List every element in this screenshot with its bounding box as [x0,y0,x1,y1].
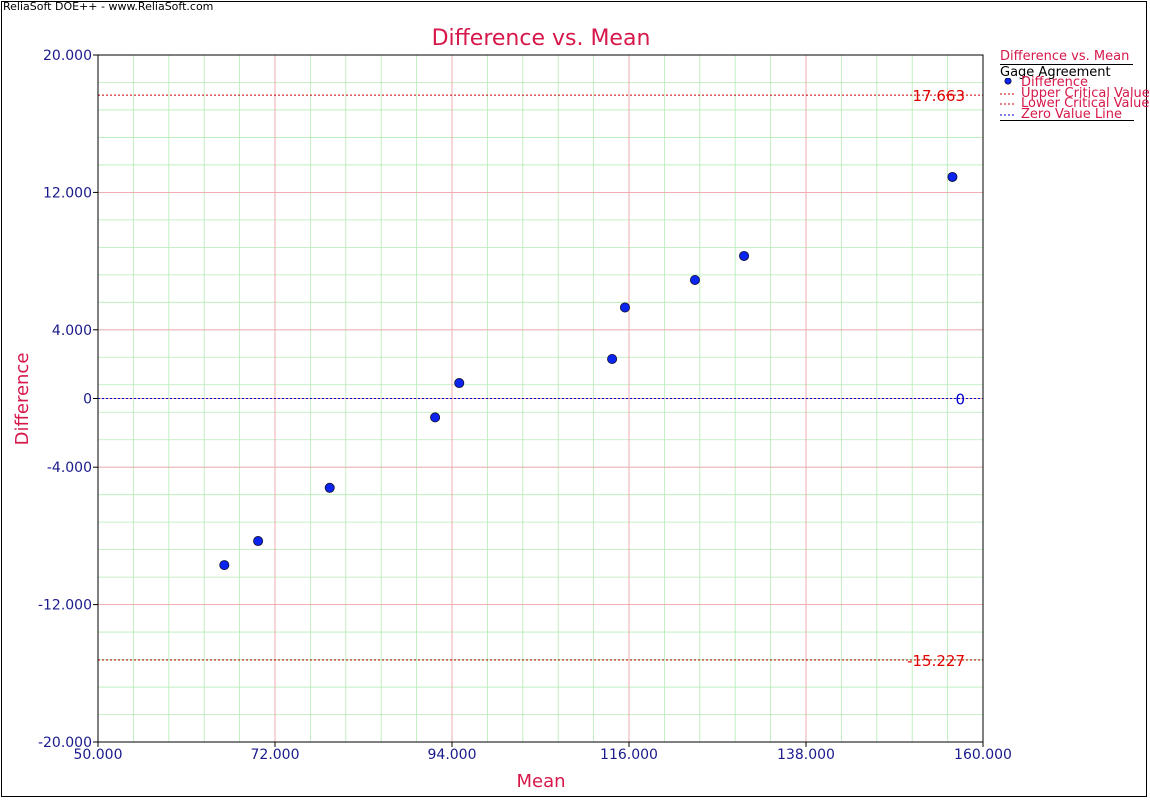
x-tick-label: 116.000 [600,747,658,763]
x-tick-label: 50.000 [74,747,123,763]
chart-legend: Difference vs. Mean Gage Agreement Diffe… [1000,50,1150,122]
x-axis-label: Mean [516,771,565,792]
watermark-text: ReliaSoft DOE++ - www.ReliaSoft.com [3,0,214,13]
legend-subtitle: Gage Agreement [1000,64,1111,80]
data-point [607,353,618,364]
y-tick-label: 4.000 [52,323,92,339]
legend-label: Lower Critical Value [1021,96,1150,111]
data-point [619,302,630,313]
reference-line-label: 17.663 [913,87,966,105]
data-point [430,412,441,423]
reference-lines: 17.663 -15.227 0 [98,87,983,670]
data-points [219,171,958,571]
x-tick-label: 94.000 [428,747,477,763]
data-point [219,560,230,571]
legend-item-upper-critical: Upper Critical Value [1000,85,1150,101]
y-tick-label: -20.000 [38,735,92,751]
data-point [739,250,750,261]
legend-dashed-red-icon [1000,103,1015,105]
legend-label: Difference [1021,75,1089,90]
legend-dashed-blue-icon [1000,114,1015,115]
x-axis-ticks: 50.000 72.000 94.000 116.000 138.000 160.000 [74,742,1012,763]
legend-label: Upper Critical Value [1021,85,1150,101]
legend-label: Zero Value Line [1021,106,1122,122]
y-tick-label: 12.000 [43,185,92,201]
x-tick-label: 72.000 [251,747,300,763]
legend-item-difference: Difference [1000,75,1150,90]
y-axis-label: Difference [12,353,33,446]
x-tick-label: 160.000 [954,747,1012,763]
data-point [253,536,264,547]
reference-line-label: 0 [955,391,965,409]
y-tick-label: 0 [83,392,92,408]
legend-item-lower-critical: Lower Critical Value [1000,96,1150,111]
data-point [454,378,465,389]
y-tick-label: 20.000 [43,48,92,64]
data-point [689,274,700,285]
y-tick-label: -12.000 [38,598,92,614]
legend-title: Difference vs. Mean [1000,50,1133,65]
legend-dot-icon [1004,78,1012,85]
reference-line-label: -15.227 [907,652,965,670]
data-point [947,171,958,182]
y-tick-label: -4.000 [47,460,92,476]
legend-item-zero-line: Zero Value Line [1000,106,1134,122]
chart-title: Difference vs. Mean [432,26,651,51]
legend-dashed-red-icon [1000,93,1015,94]
data-point [324,482,335,493]
y-axis-ticks: -20.000 -12.000 -4.000 0 4.000 12.000 20.000 [38,48,98,751]
x-tick-label: 138.000 [777,747,835,763]
